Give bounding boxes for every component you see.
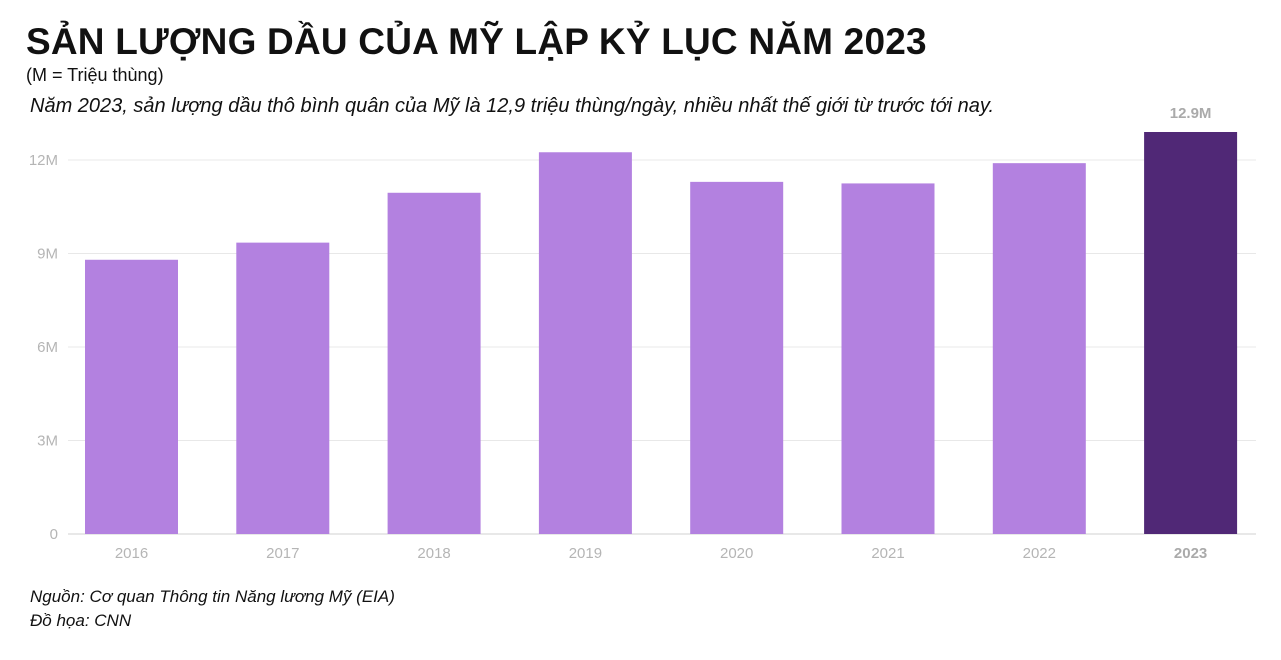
x-tick-label: 2021 [871,545,904,562]
source-note: Nguồn: Cơ quan Thông tin Năng lương Mỹ (… [30,587,395,606]
bar [538,152,632,535]
y-tick-label: 6M [37,339,58,356]
graphic-credit: Đồ họa: CNN [30,611,132,630]
x-tick-label: 2019 [569,545,602,562]
x-tick-label: 2016 [115,545,148,562]
x-tick-label: 2017 [266,545,299,562]
x-tick-label: 2022 [1023,545,1056,562]
bar [387,192,481,534]
bar [236,242,330,534]
page-title: SẢN LƯỢNG DẦU CỦA MỸ LẬP KỶ LỤC NĂM 2023 [26,21,927,62]
bar [992,163,1086,535]
x-tick-label: 2020 [720,545,753,562]
y-tick-label: 12M [29,152,58,169]
bar [690,181,784,534]
y-tick-label: 0 [50,526,58,543]
x-tick-label: 2018 [417,545,450,562]
data-label: 12.9M [1170,105,1212,122]
chart-subtitle: Năm 2023, sản lượng dầu thô bình quân củ… [30,95,994,117]
x-tick-label: 2023 [1174,545,1207,562]
bar [85,259,178,534]
y-tick-label: 9M [37,246,58,263]
y-tick-label: 3M [37,433,58,450]
bar [1144,132,1238,534]
unit-note: (M = Triệu thùng) [26,65,164,85]
bar [841,183,935,534]
